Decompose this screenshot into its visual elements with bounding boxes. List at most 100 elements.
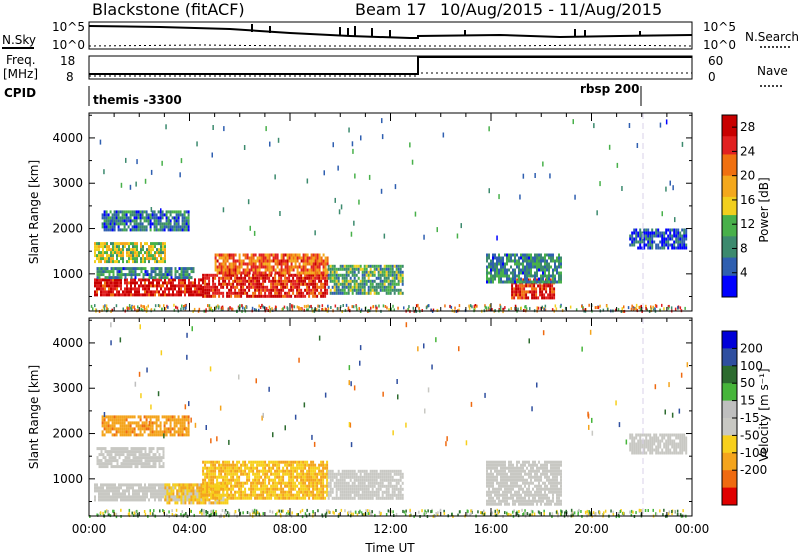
heatmap-cell [112,290,114,294]
heatmap-cell [240,496,243,500]
heatmap-cell [300,259,303,263]
heatmap-cell [208,501,211,505]
heatmap-cell [156,489,158,493]
heatmap-cell [136,459,139,463]
heatmap-cell [238,460,241,464]
heatmap-cell [242,279,245,283]
heatmap-cell [226,291,229,295]
heatmap-cell [353,478,356,482]
heatmap-cell [145,210,148,214]
heatmap-cell [492,487,494,491]
heatmap-cell [246,478,249,482]
heatmap-cell [210,487,213,491]
heatmap-cell [152,290,154,294]
heatmap-cell [528,262,530,266]
heatmap-cell [118,245,120,249]
heatmap-cell [252,282,255,286]
heatmap-cell [284,490,287,494]
heatmap-cell [236,481,239,485]
colorbar-segment [722,257,737,262]
heatmap-cell [167,305,169,309]
heatmap-cell [375,288,378,292]
heatmap-cell [140,465,143,469]
heatmap-cell [387,273,390,277]
heatmap-cell [258,493,261,497]
heatmap-cell [504,490,506,494]
heatmap-cell [363,279,366,283]
heatmap-cell [371,493,374,497]
heatmap-cell [256,271,259,275]
heatmap-cell [395,496,398,500]
heatmap-cell [274,475,277,479]
heatmap-cell [500,265,502,269]
heatmap-cell [302,496,305,500]
heatmap-cell [381,279,384,283]
heatmap-cell [234,259,237,263]
heatmap-cell [250,490,253,494]
heatmap-cell [401,291,404,295]
heatmap-cell [226,271,229,275]
heatmap-cell [320,484,323,488]
heatmap-cell [222,282,225,286]
heatmap-cell [244,262,247,266]
heatmap-cell [133,222,136,226]
heatmap-cell [148,465,151,469]
heatmap-cell [365,270,368,274]
heatmap-cell [351,487,354,491]
heatmap-cell [204,273,207,277]
heatmap-cell [144,284,146,288]
heatmap-cell [401,273,404,277]
heatmap-cell [106,290,108,294]
colorbar-segment [722,221,737,225]
heatmap-cell [214,276,217,280]
heatmap-cell [606,304,608,308]
heatmap-cell [304,460,307,464]
heatmap-cell [226,285,229,289]
heatmap-cell [184,498,187,502]
heatmap-cell [355,487,358,491]
colorbar-segment [722,184,737,189]
freq-label: Freq. [6,53,36,67]
heatmap-cell [488,463,490,467]
heatmap-cell [166,498,168,502]
heatmap-cell [186,498,189,502]
heatmap-cell [106,495,108,499]
heatmap-cell [173,210,176,214]
heatmap-cell [276,256,279,260]
heatmap-cell [633,243,636,247]
heatmap-cell [504,469,506,473]
heatmap-cell [254,276,257,280]
heatmap-cell [381,285,384,289]
heatmap-cell [252,472,255,476]
heatmap-cell [274,271,277,275]
heatmap-cell [208,279,211,283]
heatmap-cell [673,231,676,235]
heatmap-cell [314,273,317,277]
heatmap-cell [150,257,152,261]
heatmap-cell [116,260,118,264]
heatmap-cell [254,481,257,485]
heatmap-cell [498,484,500,488]
heatmap-cell [104,281,106,285]
heatmap-cell [383,478,386,482]
heatmap-cell [132,447,135,451]
y-tick-label: 4000 [52,131,83,145]
heatmap-cell [133,225,136,229]
heatmap-cell [312,484,315,488]
heatmap-cell [357,276,360,280]
heatmap-cell [158,260,160,264]
heatmap-cell [304,496,307,500]
heatmap-cell [306,178,309,184]
heatmap-cell [142,498,144,502]
heatmap-cell [282,262,285,266]
heatmap-cell [333,288,336,292]
heatmap-cell [110,281,112,285]
heatmap-cell [558,262,560,266]
heatmap-cell [192,270,195,274]
heatmap-cell [393,490,396,494]
heatmap-cell [508,277,510,281]
heatmap-cell [140,257,142,261]
heatmap-cell [333,270,336,274]
station-title: Blackstone (fitACF) [92,0,245,19]
